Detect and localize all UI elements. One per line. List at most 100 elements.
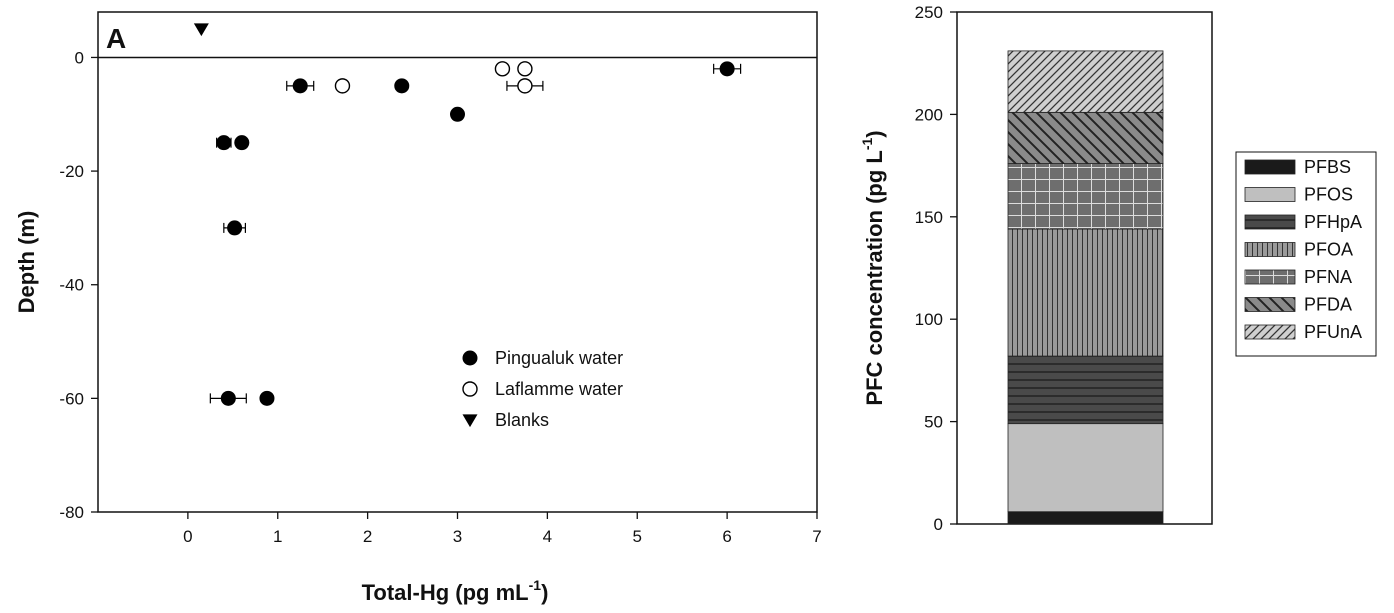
y-axis-title: PFC concentration (pg L-1) (859, 130, 887, 405)
data-point (209, 390, 247, 406)
data-point (517, 61, 533, 77)
legend-item: Pingualuk water (462, 348, 623, 368)
data-point (506, 78, 544, 94)
legend-swatch (1244, 242, 1296, 257)
y-axis-title-superscript: -1 (859, 138, 875, 151)
legend-label: PFDA (1304, 295, 1352, 315)
legend-label: PFOS (1304, 185, 1353, 205)
legend-label: PFBS (1304, 157, 1351, 177)
legend-label: Laflamme water (495, 379, 623, 399)
legend-item: PFOA (1244, 240, 1353, 260)
y-tick-label: -80 (59, 503, 84, 522)
y-tick-label: 0 (75, 48, 84, 67)
legend-swatch (1244, 187, 1296, 202)
y-axis-ticks: 0 -20 -40 -60 -80 (59, 48, 98, 522)
x-axis-title-superscript: -1 (529, 577, 542, 593)
point-marker (719, 61, 735, 77)
legend-swatch (1244, 324, 1296, 340)
point-marker (394, 78, 410, 94)
bar-segment (1007, 50, 1164, 113)
data-point (494, 61, 511, 77)
point-marker (450, 106, 465, 122)
point-marker (462, 350, 478, 366)
data-point (286, 78, 315, 94)
bar-segment (1007, 355, 1164, 425)
x-tick-label: 4 (543, 527, 552, 546)
x-tick-label: 1 (273, 527, 282, 546)
bar-segment (1007, 163, 1164, 230)
x-tick-label: 6 (722, 527, 731, 546)
legend-label: Blanks (495, 410, 549, 430)
legend-label: PFUnA (1304, 322, 1362, 342)
y-tick-label: 0 (934, 515, 943, 534)
y-tick-label: 250 (915, 3, 943, 22)
legend-item: PFHpA (1244, 212, 1362, 232)
x-tick-label: 2 (363, 527, 372, 546)
bar-segment (1007, 228, 1164, 357)
data-point (223, 220, 246, 236)
point-marker (259, 390, 275, 406)
point-marker (227, 220, 243, 236)
y-tick-label: -20 (59, 162, 84, 181)
legend-item: PFUnA (1244, 322, 1362, 342)
legend-swatch (1244, 297, 1296, 312)
y-axis-title-close: ) (862, 130, 887, 137)
point-marker (494, 61, 511, 77)
plot-frame (97, 11, 818, 513)
data-point (193, 23, 209, 37)
scatter-chart: 0 1 2 3 4 5 6 7 0 -20 -40 -60 -80 A Total-Hg (pg mL… (14, 11, 822, 605)
x-tick-label: 7 (812, 527, 821, 546)
legend-item: PFOS (1244, 185, 1353, 205)
legend-swatch (1244, 159, 1296, 175)
bar-segments (1007, 50, 1164, 525)
bar-segment (1007, 111, 1164, 164)
x-tick-label: 3 (453, 527, 462, 546)
y-tick-label: 100 (915, 310, 943, 329)
x-axis-ticks: 0 1 2 3 4 5 6 7 (183, 512, 822, 546)
stacked-bar-chart: 0 50 100 150 200 250 PFC concentration (pg L-… (859, 3, 1377, 534)
legend-item: PFNA (1244, 267, 1352, 287)
point-marker (517, 78, 533, 94)
x-axis-title-main: Total-Hg (pg mL (362, 580, 529, 605)
legend-label: Pingualuk water (495, 348, 623, 368)
x-tick-label: 0 (183, 527, 192, 546)
legend-item: Blanks (462, 410, 549, 430)
point-marker (462, 381, 478, 397)
bar-segment (1007, 423, 1164, 513)
point-marker (334, 78, 351, 94)
y-tick-label: 200 (915, 105, 943, 124)
data-points (193, 23, 742, 406)
y-tick-label: -40 (59, 276, 84, 295)
legend-label: PFNA (1304, 267, 1352, 287)
data-point (234, 135, 250, 151)
y-axis-title-main: PFC concentration (pg L (862, 150, 887, 405)
point-marker (292, 78, 308, 94)
point-marker (216, 135, 232, 151)
x-tick-label: 5 (633, 527, 642, 546)
legend-swatch (1244, 214, 1296, 230)
y-axis-title: Depth (m) (14, 211, 39, 314)
data-point (259, 390, 275, 406)
y-tick-label: 150 (915, 208, 943, 227)
legend-swatch (1244, 269, 1296, 285)
y-tick-label: 50 (924, 413, 943, 432)
y-tick-label: -60 (59, 389, 84, 408)
legend-item: PFDA (1244, 295, 1352, 315)
legend-label: PFHpA (1304, 212, 1362, 232)
data-point (394, 78, 410, 94)
legend-item: PFBS (1244, 157, 1351, 177)
legend: PFBS PFOS PFHpA PFOA PFNA PFDA PFUnA (1244, 157, 1362, 342)
bar-segment (1007, 511, 1164, 525)
legend-label: PFOA (1304, 240, 1353, 260)
x-axis-title-close: ) (541, 580, 548, 605)
point-marker (517, 61, 533, 77)
data-point (216, 135, 232, 151)
panel-label: A (106, 23, 126, 54)
point-marker (462, 414, 478, 428)
data-point (450, 106, 465, 122)
data-point (713, 61, 742, 77)
x-axis-title: Total-Hg (pg mL-1) (362, 577, 549, 605)
legend: Pingualuk water Laflamme water Blanks (462, 348, 623, 430)
point-marker (234, 135, 250, 151)
